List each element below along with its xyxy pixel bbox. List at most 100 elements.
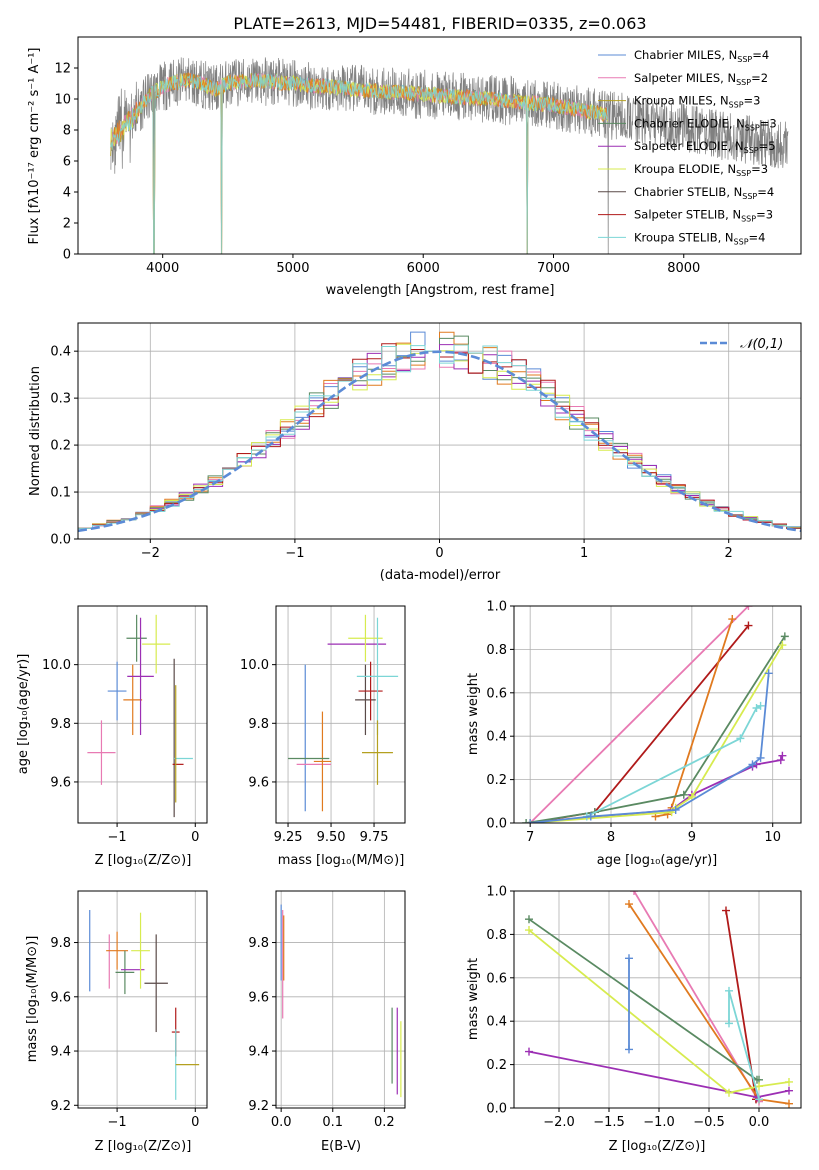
x-tick-label: −1 xyxy=(108,830,127,845)
mass-weight-line xyxy=(655,618,734,818)
mass-weight-marker xyxy=(744,621,753,630)
mass-weight-vs-metallicity-frame xyxy=(513,890,802,1109)
y-tick-label: 1.0 xyxy=(486,885,507,900)
y-tick-label: 9.6 xyxy=(50,990,71,1005)
mass-weight-marker xyxy=(725,1088,733,1097)
y-tick-label: 0.8 xyxy=(486,928,507,943)
mass-weight-marker xyxy=(752,703,761,712)
legend-entry: Salpeter ELODIE, NSSP=5 xyxy=(634,139,776,155)
x-tick-label: 5000 xyxy=(276,261,309,276)
mass-weight-line xyxy=(525,635,786,823)
mass-weight-marker xyxy=(756,753,765,762)
y-tick-label: 9.2 xyxy=(248,1099,269,1114)
mass-weight-marker xyxy=(778,641,787,650)
x-tick-label: 1 xyxy=(580,546,588,561)
y-tick-label: 9.2 xyxy=(50,1099,71,1114)
mass-weight-vs-metallicity-xlabel: Z [log₁₀(Z/Z⊙)] xyxy=(609,1139,706,1154)
x-tick-label: 9.75 xyxy=(360,830,389,845)
y-tick-label: 0.4 xyxy=(486,730,507,745)
y-tick-label: 0.4 xyxy=(486,1015,507,1030)
y-tick-label: 0.1 xyxy=(50,486,71,501)
model-spectrum-line xyxy=(110,73,609,254)
x-tick-label: −1 xyxy=(108,1115,127,1130)
legend-entry: Kroupa MILES, NSSP=3 xyxy=(634,94,760,110)
mass-weight-marker xyxy=(522,819,531,823)
mass-weight-marker xyxy=(625,954,633,963)
mass-vs-metallicity-plot-area: −1 0 9.2 9.4 9.6 9.8 xyxy=(50,891,207,1130)
mass-weight-marker xyxy=(525,915,533,924)
mass-weight-marker xyxy=(748,760,757,769)
x-tick-label: −1 xyxy=(285,546,304,561)
residuals-plot-area: −2 −1 0 1 2 0.0 0.1 0.2 0.3 0.4 𝒩(0,1) xyxy=(50,323,801,561)
observed-spectrum-line xyxy=(110,57,789,254)
legend-entry: 𝒩(0,1) xyxy=(740,337,783,352)
x-tick-label: 7000 xyxy=(537,261,570,276)
mass-weight-line xyxy=(586,705,762,818)
y-tick-label: 0.4 xyxy=(50,345,71,360)
y-tick-label: 9.6 xyxy=(50,775,71,790)
y-tick-label: 6 xyxy=(63,155,71,170)
mass-weight-vs-age-plot-area: 7 8 9 10 0.0 0.2 0.4 0.6 0.8 1.0 xyxy=(486,600,801,845)
spectrum-panel: 4000 5000 6000 7000 8000 0 2 4 6 8 10 12 Chabrier MI… xyxy=(27,36,802,298)
legend-entry: Kroupa ELODIE, NSSP=3 xyxy=(634,162,768,178)
x-tick-label: 6000 xyxy=(407,261,440,276)
x-tick-label: 9.50 xyxy=(317,830,346,845)
mass-weight-vs-metallicity-plot-area: −2.0 −1.5 −1.0 −0.5 0.0 0.0 0.2 0.4 0.6 0.8 1.0 xyxy=(486,885,801,1130)
age-vs-metallicity-frame xyxy=(77,605,208,824)
mass-weight-line xyxy=(530,644,784,823)
mass-weight-line xyxy=(728,990,760,1100)
mass-weight-vs-metallicity-panel: −2.0 −1.5 −1.0 −0.5 0.0 0.0 0.2 0.4 0.6 0.8 1.0 Z … xyxy=(466,885,802,1154)
mass-weight-vs-age-xlabel: age [log₁₀(age/yr)] xyxy=(597,853,718,868)
x-tick-label: −2 xyxy=(141,546,160,561)
spectrum-legend: Chabrier MILES, NSSP=4 Salpeter MILES, NS… xyxy=(598,48,777,246)
y-tick-label: 0.3 xyxy=(50,392,71,407)
legend-entry: Chabrier STELIB, NSSP=4 xyxy=(634,185,774,201)
mass-vs-reddening-xlabel: E(B-V) xyxy=(321,1139,361,1154)
y-tick-label: 9.8 xyxy=(50,936,71,951)
x-tick-label: 10 xyxy=(764,830,781,845)
spectrum-ylabel: Flux [fλ10⁻¹⁷ erg cm⁻² s⁻¹ A⁻¹] xyxy=(27,48,42,245)
y-tick-label: 4 xyxy=(63,186,71,201)
mass-weight-marker xyxy=(755,1095,763,1104)
y-tick-label: 0.0 xyxy=(486,1102,507,1117)
spectrum-xlabel: wavelength [Angstrom, rest frame] xyxy=(326,283,555,298)
age-vs-mass-plot-area: 9.25 9.50 9.75 9.6 9.8 10.0 xyxy=(240,606,405,845)
x-tick-label: 0.0 xyxy=(749,1115,770,1130)
mass-weight-marker xyxy=(625,900,633,909)
mass-weight-vs-age-frame xyxy=(513,605,802,824)
y-tick-label: 9.8 xyxy=(50,717,71,732)
residuals-xlabel: (data-model)/error xyxy=(380,568,501,583)
spectrum-frame xyxy=(77,36,802,255)
mass-weight-marker xyxy=(785,1077,793,1086)
residuals-frame xyxy=(77,322,802,540)
mass-weight-marker xyxy=(764,669,773,678)
age-vs-mass-frame xyxy=(275,605,406,824)
y-tick-label: 0.8 xyxy=(486,643,507,658)
x-tick-label: −2.0 xyxy=(543,1115,575,1130)
mass-weight-marker xyxy=(778,751,787,760)
mass-weight-line xyxy=(530,673,770,823)
mass-weight-marker xyxy=(728,615,737,624)
y-tick-label: 0.0 xyxy=(486,817,507,832)
y-tick-label: 10.0 xyxy=(240,658,269,673)
age-vs-metallicity-panel: −1 0 9.6 9.8 10.0 Z [log₁₀(Z/Z⊙)] age [log₁₀… xyxy=(16,605,208,868)
x-tick-label: 8000 xyxy=(667,261,700,276)
y-tick-label: 9.4 xyxy=(248,1045,269,1060)
x-tick-label: 0 xyxy=(435,546,443,561)
mass-weight-marker xyxy=(785,1086,793,1095)
mass-weight-marker xyxy=(630,891,638,895)
clipped-layer xyxy=(87,614,193,818)
y-tick-label: 9.8 xyxy=(248,717,269,732)
mass-weight-marker xyxy=(776,756,785,765)
age-vs-mass-xlabel: mass [log₁₀(M/M⊙)] xyxy=(278,853,405,868)
y-tick-label: 9.4 xyxy=(50,1045,71,1060)
mass-vs-metallicity-ylabel: mass [log₁₀(M/M⊙)] xyxy=(25,936,40,1063)
mass-weight-marker xyxy=(671,805,680,814)
y-tick-label: 1.0 xyxy=(486,600,507,615)
mass-weight-vs-metallicity-ylabel: mass weight xyxy=(466,958,481,1040)
clipped-layer xyxy=(522,606,789,823)
y-tick-label: 0.6 xyxy=(486,971,507,986)
x-tick-label: 0.1 xyxy=(322,1115,343,1130)
x-tick-label: 8 xyxy=(607,830,615,845)
